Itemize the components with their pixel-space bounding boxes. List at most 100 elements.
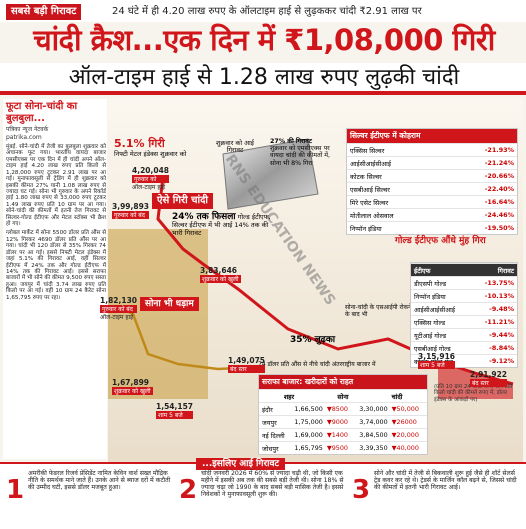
table-row: जोधपुर 1,65,795 ▼9500 3,39,350 ▼40,000 — [259, 441, 427, 454]
nifty-text: निफ्टी मेटल इंडेक्स शुक्रवार को — [114, 150, 187, 158]
cell: ▼40,000 — [391, 443, 419, 452]
table-row: एसबीआई गोल्ड -8.84% — [411, 341, 517, 354]
price-point: 4,20,048 गुरुवार को ऑल-टाइम हाई — [132, 166, 170, 191]
paragraph: ग्लोबल मार्केट में सोना 5500 डॉलर प्रति … — [6, 230, 106, 301]
cell: यूटीआई गोल्ड — [414, 331, 447, 340]
cell: -9.12% — [489, 356, 514, 365]
cell: -16.64% — [484, 197, 514, 206]
price-note: शाम 5 बजे — [156, 411, 194, 419]
price: 1,49,075 — [228, 356, 266, 365]
price-note: गुरुवार को बंद — [100, 305, 138, 313]
cell: नई दिल्ली — [262, 431, 285, 440]
cell: -21.93% — [484, 145, 514, 154]
cell: -22.40% — [484, 184, 514, 193]
price-point: 1,54,157 शाम 5 बजे — [156, 402, 194, 419]
price-note: गुरुवार को बंद — [112, 211, 150, 219]
reason-text: सोने और चांदी में तेजी से बिकवाली शुरू ह… — [374, 470, 517, 492]
story-body: मुंबई. सोने-चांदी में तेजी का बुलबुला शु… — [6, 144, 106, 301]
sarafa-table: सराफा बाजार: खरीदारों को राहत शहर सोना चां… — [258, 374, 428, 455]
cell: मोतीलाल ओसवाल — [350, 211, 394, 220]
header-cell: सोना — [337, 392, 349, 401]
cell: कोटक सिल्वर — [350, 172, 382, 181]
price: 3,83,646 — [200, 266, 238, 275]
header-row: शहर सोना चांदी — [259, 389, 427, 402]
cell: 3,74,000 — [359, 417, 388, 426]
price-extra: ऑल-टाइम हाई — [100, 314, 134, 321]
price-point: 3,15,916 शाम 5 बजे — [418, 352, 456, 369]
cell: 3,39,350 — [359, 443, 388, 452]
price: 3,15,916 — [418, 352, 456, 361]
cell: 3,84,500 — [359, 430, 388, 439]
site: patrika.com — [6, 134, 42, 141]
price: 1,82,130 — [100, 296, 138, 305]
reason-text: चांदी जनवरी 2026 में 60% से ज्यादा चढ़ी … — [201, 470, 344, 499]
silver-bar — [222, 138, 319, 210]
byline: पत्रिका न्यूज नेटवर्क — [6, 126, 49, 133]
table-row: एक्सिस गोल्ड -11.21% — [411, 315, 517, 328]
reason-number: 2 — [179, 475, 198, 505]
gold-title: सोना भी धड़ाम — [140, 297, 199, 312]
price-point: 2,91,922 बंद स्तर — [470, 370, 508, 387]
cell: -11.21% — [484, 317, 514, 326]
tag: सबसे बड़ी गिरावट — [6, 4, 82, 20]
cell: -19.50% — [484, 223, 514, 232]
cell: आईसीआईसीआई — [350, 159, 391, 168]
cell: -10.13% — [484, 291, 514, 300]
cell: -24.46% — [484, 210, 514, 219]
table-row: कोटक सिल्वर -20.66% — [347, 169, 517, 182]
table-row: मिरे एसेट सिल्वर -16.64% — [347, 195, 517, 208]
gold-line — [122, 307, 259, 371]
price-note: शाम 5 बजे — [418, 361, 456, 369]
table-row: निप्पॉन इंडिया -19.50% — [347, 221, 517, 234]
gold-etf-table: ईटीएफ गिरावट डीएसपी गोल्ड -13.75% निप्पॉन इं… — [410, 262, 518, 368]
table-row: इंदौर 1,66,500 ▼8500 3,30,000 ▼50,000 — [259, 402, 427, 415]
sarafa-note: (प्रति 10 ग्राम 24 कैरेट सोना और प्रति क… — [434, 384, 513, 403]
price-extra: ऑल-टाइम हाई — [132, 184, 166, 191]
story-title: फूटा सोना-चांदी का बुलबुला... — [6, 101, 78, 124]
cell: -13.75% — [484, 278, 514, 287]
table-row: एक्सिस सिल्वर -21.93% — [347, 143, 517, 156]
cell: एसबीआई गोल्ड — [414, 344, 451, 353]
table-row: एसबीआई सिल्वर -22.40% — [347, 182, 517, 195]
mcx-text: शुक्रवार को एमसीएक्स पर वायदा चांदी की क… — [270, 145, 331, 167]
reasons-band — [0, 462, 526, 529]
cell: -21.24% — [484, 158, 514, 167]
subheadline: ऑल-टाइम हाई से 1.28 लाख रुपए लुढ़की चांद… — [68, 65, 460, 90]
cell: ▼26000 — [391, 417, 417, 426]
price-note: शुक्रवार को खुली — [200, 275, 241, 283]
price-note: बंद स्तर — [470, 379, 508, 387]
cell: निप्पॉन इंडिया — [350, 224, 382, 233]
header-cell: गिरावट — [497, 266, 514, 275]
etf-text: गोल्ड ईटीएफ, सिल्वर ईटीएफ में भी आई 14% … — [172, 213, 271, 237]
table-row: यूटीआई गोल्ड -9.44% — [411, 328, 517, 341]
price: 3,99,893 — [112, 202, 150, 211]
friday-note: शुक्रवार को आई गिरावट — [215, 139, 254, 155]
story-column — [3, 99, 107, 459]
reason-number: 3 — [352, 475, 371, 505]
price-point: 3,99,893 गुरुवार को बंद — [112, 202, 150, 219]
cell: 1,69,000 — [294, 430, 323, 439]
cell: मिरे एसेट सिल्वर — [350, 198, 389, 207]
header-cell: शहर — [283, 392, 295, 401]
table-row: डीएसपी गोल्ड -13.75% — [411, 276, 517, 289]
header-cell: चांदी — [391, 392, 403, 401]
ticker: 24 घंटे में ही 4.20 लाख रुपए के ऑलटाइम ह… — [112, 6, 422, 17]
cell: निप्पॉन इंडिया — [414, 292, 446, 301]
sip-note: सोना-चांदी के एसआईपी रोकने के बाद भी — [345, 304, 412, 318]
table-title: सिल्वर ईटीएफ में कोहराम — [347, 129, 517, 143]
cell: ▼1400 — [326, 430, 348, 439]
price-note: गुरुवार को — [132, 175, 170, 183]
top-bar — [0, 0, 526, 22]
gold-coins — [108, 229, 208, 399]
table-row: नई दिल्ली 1,69,000 ▼1400 3,84,500 ▼20,000 — [259, 428, 427, 441]
silver-etf-table: सिल्वर ईटीएफ में कोहराम एक्सिस सिल्वर -21… — [346, 128, 518, 235]
cell: ▼8500 — [326, 404, 348, 413]
cell: जोधपुर — [262, 444, 279, 453]
price: 2,91,922 — [470, 370, 508, 379]
table-row: जयपुर 1,75,000 ▼9000 3,74,000 ▼26000 — [259, 415, 427, 428]
cell: डीएसपी गोल्ड — [414, 279, 447, 288]
cell: 3,30,000 — [359, 404, 388, 413]
gold-etf-title: गोल्ड ईटीएफ औंधे मुंह गिरा — [395, 236, 486, 246]
cell: -9.48% — [489, 304, 514, 313]
